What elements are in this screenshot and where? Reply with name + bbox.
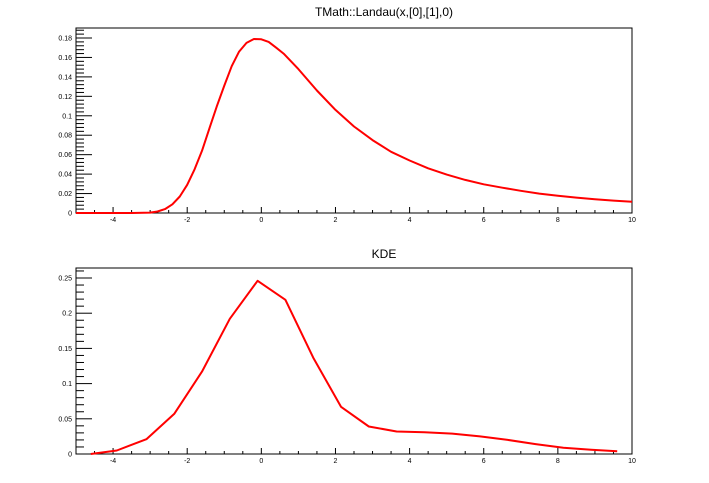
chart-title: TMath::Landau(x,[0],[1],0) bbox=[315, 5, 453, 19]
y-tick-label: 0.25 bbox=[58, 276, 72, 283]
kde-panel: KDE 0 0.05 0.1 0.15 0.2 0.25 -4 -2 0 2 4 6 8 10 bbox=[58, 247, 636, 465]
series-line bbox=[76, 38, 633, 214]
y-tick-label: 0.04 bbox=[58, 172, 72, 179]
x-tick-label: -2 bbox=[184, 217, 190, 224]
x-tick-label: 0 bbox=[259, 458, 263, 465]
y-tick-label: 0.16 bbox=[58, 55, 72, 62]
x-tick-label: 8 bbox=[556, 217, 560, 224]
x-tick-label: -4 bbox=[110, 458, 116, 465]
series-line bbox=[90, 279, 618, 455]
x-tick-label: 0 bbox=[259, 217, 263, 224]
x-tick-label: 6 bbox=[482, 458, 486, 465]
x-tick-label: 10 bbox=[628, 458, 636, 465]
x-tick-label: 6 bbox=[482, 217, 486, 224]
y-tick-label: 0.06 bbox=[58, 152, 72, 159]
chart-title: KDE bbox=[372, 247, 397, 261]
y-tick-label: 0 bbox=[68, 211, 72, 218]
y-tick-label: 0.15 bbox=[58, 346, 72, 353]
y-tick-label: 0.14 bbox=[58, 74, 72, 81]
x-tick-label: 2 bbox=[334, 458, 338, 465]
y-tick-label: 0.1 bbox=[62, 381, 72, 388]
y-tick-label: 0.1 bbox=[62, 113, 72, 120]
y-tick-label: 0.18 bbox=[58, 36, 72, 43]
plot-frame bbox=[75, 27, 633, 214]
y-tick-label: 0.2 bbox=[62, 311, 72, 318]
x-tick-label: 2 bbox=[334, 217, 338, 224]
y-tick-label: 0.05 bbox=[58, 416, 72, 423]
x-tick-label: -2 bbox=[184, 458, 190, 465]
y-tick-label: 0.12 bbox=[58, 94, 72, 101]
y-tick-label: 0 bbox=[68, 452, 72, 459]
x-tick-label: -4 bbox=[110, 217, 116, 224]
y-tick-label: 0.02 bbox=[58, 191, 72, 198]
x-tick-label: 4 bbox=[408, 458, 412, 465]
x-tick-label: 4 bbox=[408, 217, 412, 224]
x-tick-label: 10 bbox=[628, 217, 636, 224]
landau-panel: TMath::Landau(x,[0],[1],0)00.020.040.060… bbox=[58, 5, 636, 224]
x-tick-label: 8 bbox=[556, 458, 560, 465]
y-tick-label: 0.08 bbox=[58, 133, 72, 140]
